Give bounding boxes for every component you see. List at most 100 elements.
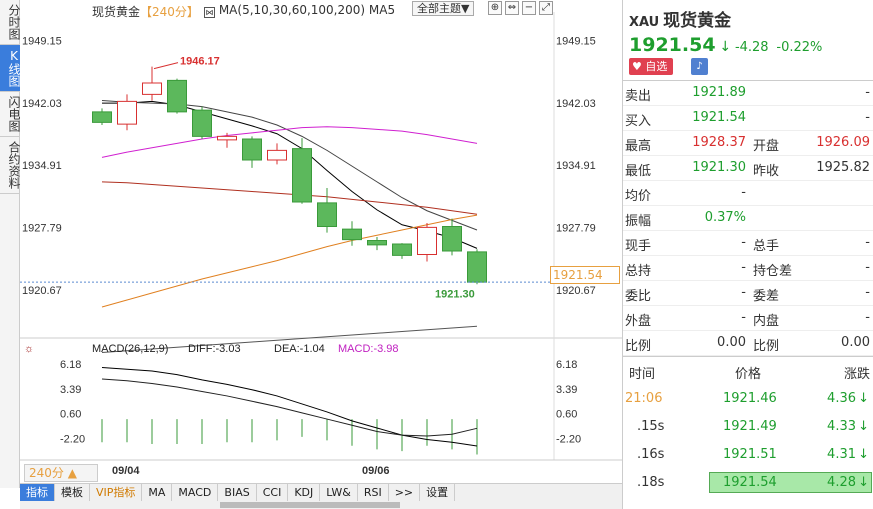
field-value: -: [865, 285, 870, 300]
tick-change: 4.31: [827, 447, 856, 462]
quote-panel: XAU 现货黄金 1921.54 ↓ -4.28 -0.22% ♥ 自选 ♪ 卖…: [622, 0, 873, 509]
ticks-header-time: 时间: [629, 367, 656, 382]
tick-change: 4.33: [827, 419, 856, 434]
macd-settings-icon: ☼: [24, 343, 34, 355]
candle-body: [342, 228, 362, 241]
chart-tools: ⊕ ⇔ − ⤢: [488, 1, 553, 15]
tab-kline[interactable]: K线图: [0, 45, 21, 92]
quote-change-pct: -0.22%: [776, 40, 823, 55]
period-selector[interactable]: 240分 ▲: [24, 464, 98, 482]
indicator-tab-9[interactable]: RSI: [358, 484, 389, 501]
tick-price: 1921.49: [723, 419, 777, 434]
fit-icon[interactable]: ⇔: [505, 1, 519, 15]
indicator-tab-6[interactable]: CCI: [257, 484, 289, 501]
tick-change: 4.28: [827, 475, 856, 490]
quote-row-sell: 卖出 1921.89 -: [623, 81, 873, 106]
candle-body: [117, 100, 137, 125]
indicator-tab-5[interactable]: BIAS: [218, 484, 257, 501]
crosshair-tool-icon[interactable]: ⊕: [488, 1, 502, 15]
kline-chart-area[interactable]: 现货黄金【240分】 ⋈ MA(5,10,30,60,100,200) MA5 …: [20, 0, 622, 488]
tick-time: .15s: [637, 419, 665, 434]
quote-name: 现货黄金: [663, 11, 732, 31]
ma5-label: MA5: [368, 3, 396, 17]
indicator-toolbar: 指标 模板 VIP指标 MA MACD BIAS CCI KDJ LW& RSI >> 设置: [20, 483, 622, 501]
alert-bell-icon[interactable]: ♪: [691, 58, 708, 75]
tick-row: 21:06 1921.46 4.36 ↓: [623, 385, 873, 412]
y-tick-right: 1934.91: [556, 160, 596, 172]
low-price-marker: 1921.30: [435, 288, 475, 300]
field-label: 开盘: [753, 139, 780, 154]
macd-y-tick-left: 3.39: [60, 384, 81, 396]
quote-row-volume: 现手 - 总手 -: [623, 231, 873, 256]
y-tick-left: 1920.67: [22, 285, 62, 297]
candle-body: [167, 79, 187, 113]
indicator-tab-1[interactable]: 模板: [55, 484, 90, 501]
field-label: 委比: [625, 289, 652, 304]
x-axis-label: 09/06: [362, 465, 390, 477]
zoom-out-icon[interactable]: −: [522, 1, 536, 15]
chart-scrollbar[interactable]: [20, 501, 622, 509]
indicator-tab-0[interactable]: 指标: [20, 484, 55, 501]
candle-body: [442, 226, 462, 252]
field-label: 比例: [625, 339, 652, 354]
field-value: -: [865, 235, 870, 250]
quote-row-ratio: 比例 0.00 比例 0.00: [623, 331, 873, 356]
ma-toggle-icon[interactable]: ⋈: [204, 7, 215, 18]
field-value: 0.00: [841, 335, 870, 350]
field-value: 1921.89: [692, 85, 746, 100]
indicator-tab-2[interactable]: VIP指标: [90, 484, 143, 501]
macd-y-tick-left: 6.18: [60, 359, 81, 371]
ticks-header-change: 涨跌: [843, 367, 870, 382]
field-label: 最高: [625, 139, 652, 154]
current-price-tag: 1921.54: [550, 266, 620, 284]
tab-flash[interactable]: 闪电图: [0, 92, 21, 137]
chart-period: 【240分】: [140, 5, 199, 19]
ma-params: MA(5,10,30,60,100,200): [218, 3, 366, 17]
field-label: 现手: [625, 239, 652, 254]
tick-price: 1921.51: [723, 447, 777, 462]
field-label: 买入: [625, 114, 652, 129]
quote-row-outer: 外盘 - 内盘 -: [623, 306, 873, 331]
candle-body: [92, 111, 112, 123]
indicator-tab-3[interactable]: MA: [142, 484, 173, 501]
scrollbar-thumb[interactable]: [220, 502, 400, 508]
field-value: -: [741, 310, 746, 325]
quote-row-order-ratio: 委比 - 委差 -: [623, 281, 873, 306]
macd-y-tick-left: 0.60: [60, 409, 81, 421]
add-watchlist-button[interactable]: ♥ 自选: [629, 58, 674, 75]
tab-timeshare[interactable]: 分时图: [0, 0, 21, 45]
ma-line: [101, 181, 478, 215]
tick-row: .15s 1921.49 4.33 ↓: [623, 413, 873, 440]
y-tick-right: 1942.03: [556, 98, 596, 110]
ticks-header-price: 价格: [735, 367, 762, 382]
quote-row-low: 最低 1921.30 昨收 1925.82: [623, 156, 873, 181]
chart-canvas: 1949.15 1949.15 1942.03 1942.03 1934.91 1934.…: [20, 12, 622, 477]
tab-contract-info[interactable]: 合约资料: [0, 137, 21, 194]
quote-row-buy: 买入 1921.54 -: [623, 106, 873, 131]
expand-icon[interactable]: ⤢: [539, 1, 553, 15]
y-tick-left: 1942.03: [22, 98, 62, 110]
field-value: -: [741, 260, 746, 275]
macd-y-tick-right: -2.20: [556, 434, 581, 446]
quote-price-line: 1921.54 ↓ -4.28 -0.22%: [629, 34, 822, 56]
candle-body: [267, 149, 287, 161]
field-value: 0.00: [717, 335, 746, 350]
field-label: 内盘: [753, 314, 780, 329]
indicator-tab-8[interactable]: LW&: [320, 484, 358, 501]
field-label: 昨收: [753, 164, 780, 179]
field-value: -: [865, 260, 870, 275]
field-value: -: [741, 285, 746, 300]
indicator-tab-11[interactable]: 设置: [420, 484, 456, 501]
theme-selector[interactable]: 全部主题▼: [412, 1, 475, 16]
tick-row: .18s 1921.54 4.28 ↓: [623, 469, 873, 496]
quote-price: 1921.54: [629, 34, 716, 56]
candle-body: [292, 148, 312, 203]
y-tick-left: 1927.79: [22, 222, 62, 234]
ma-line: [101, 100, 478, 231]
indicator-tab-4[interactable]: MACD: [172, 484, 219, 501]
field-label: 最低: [625, 164, 652, 179]
indicator-tab-10[interactable]: >>: [389, 484, 421, 501]
indicator-tab-7[interactable]: KDJ: [288, 484, 321, 501]
view-tabs: 分时图 K线图 闪电图 合约资料: [0, 0, 21, 488]
y-tick-right: 1927.79: [556, 222, 596, 234]
